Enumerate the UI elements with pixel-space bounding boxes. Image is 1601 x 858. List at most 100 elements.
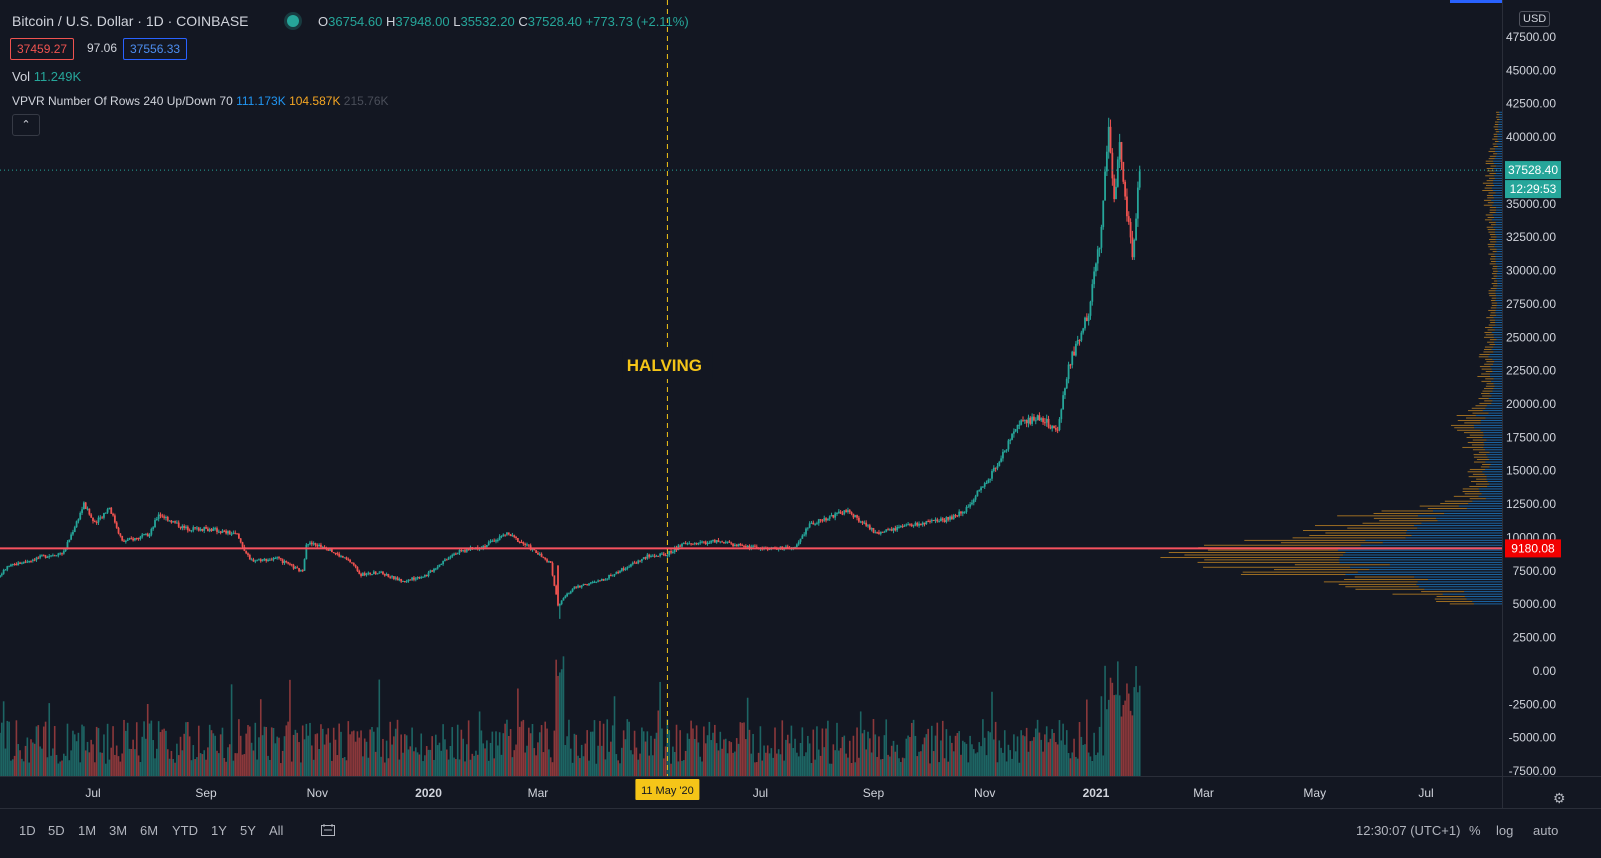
volume-bar (520, 721, 523, 776)
volume-bar (1056, 744, 1059, 776)
gear-icon[interactable]: ⚙ (1553, 790, 1566, 806)
volume-bar (336, 755, 339, 776)
vpvr-down-bar (1486, 168, 1494, 169)
candle-body (190, 530, 193, 532)
vpvr-down-bar (1493, 280, 1498, 282)
timeframe-ytd[interactable]: YTD (172, 823, 198, 838)
volume-bar (227, 747, 229, 776)
volume-bar (298, 742, 300, 776)
clock[interactable]: 12:30:07 (UTC+1) (1356, 823, 1461, 838)
volume-bar (10, 760, 12, 776)
candle-body (549, 561, 552, 563)
candle-body (857, 517, 860, 522)
volume-bar (285, 725, 288, 776)
timeframe-1m[interactable]: 1M (78, 823, 97, 838)
candle-body (292, 565, 295, 569)
candle-body (929, 521, 931, 523)
volume-bar (834, 750, 836, 776)
vpvr-down-bar (1466, 437, 1483, 438)
candle-body (172, 521, 175, 523)
vpvr-down-bar (1489, 155, 1496, 157)
auto-toggle[interactable]: auto (1533, 823, 1559, 838)
candle-body (1116, 159, 1119, 187)
candle-body (799, 538, 802, 542)
candle-body (1051, 425, 1054, 429)
timeframe-6m[interactable]: 6M (140, 823, 159, 838)
vpvr-up-bar (1424, 588, 1502, 590)
volume-bar (706, 735, 709, 776)
candle-body (1111, 152, 1114, 179)
candle-body (941, 518, 944, 521)
timeframe-3m[interactable]: 3M (109, 823, 128, 838)
vpvr-up-bar (1497, 265, 1502, 267)
candle-body (447, 557, 450, 560)
log-toggle[interactable]: log (1496, 823, 1514, 838)
volume-bar (595, 763, 598, 776)
sell-price-box[interactable]: 37459.27 (10, 38, 75, 60)
buy-price-box[interactable]: 37556.33 (123, 38, 188, 60)
candle-body (356, 566, 359, 571)
candle-body (203, 527, 206, 531)
volume-bar (652, 755, 654, 776)
vpvr-up-bar (1495, 221, 1502, 223)
symbol-title[interactable]: Bitcoin / U.S. Dollar · 1D · COINBASE (12, 13, 249, 29)
volume-bar (382, 738, 384, 776)
candle-body (179, 526, 182, 529)
vpvr-down-bar (1485, 163, 1494, 164)
vpvr-down-bar (1477, 376, 1491, 377)
y-tick-label: 47500.00 (1506, 30, 1556, 44)
timeframe-1d[interactable]: 1D (19, 823, 36, 838)
vpvr-up-bar (1466, 598, 1502, 600)
timeframe-all[interactable]: All (269, 823, 284, 838)
volume-bar (668, 730, 671, 776)
symbol-name: Bitcoin / U.S. Dollar · 1D · COINBASE (12, 13, 249, 29)
candle-body (686, 543, 689, 545)
collapse-legend-button[interactable]: ⌃ (12, 114, 40, 136)
candle-body (157, 514, 160, 519)
vpvr-down-bar (1484, 346, 1494, 348)
vpvr-down-bar (1482, 390, 1493, 392)
vpvr-up-bar (1485, 461, 1502, 463)
candle-body (413, 577, 415, 580)
percent-toggle[interactable]: % (1469, 823, 1481, 838)
candle-body (146, 533, 149, 537)
volume-bar (400, 734, 402, 776)
halving-label: HALVING (627, 356, 702, 375)
timeframe-5d[interactable]: 5D (48, 823, 65, 838)
calendar-range-icon[interactable] (321, 824, 335, 836)
volume-bar (673, 751, 676, 776)
candle-body (586, 584, 589, 586)
volume-bar (792, 748, 795, 776)
volume-bar (883, 735, 886, 776)
vpvr-up-bar (1486, 405, 1502, 407)
vpvr-up-bar (1473, 424, 1502, 426)
vpvr-up-bar (1497, 133, 1502, 135)
vpvr-legend[interactable]: VPVR Number Of Rows 240 Up/Down 70 111.1… (12, 94, 389, 108)
vpvr-down-bar (1484, 400, 1493, 402)
volume-bar (491, 731, 494, 776)
vpvr-down-bar (1496, 119, 1500, 120)
volume-bar (785, 739, 787, 776)
timeframe-5y[interactable]: 5Y (240, 823, 256, 838)
candle-body (73, 527, 76, 532)
candle-body (850, 512, 853, 514)
volume-bar (697, 742, 700, 776)
candle-body (566, 593, 569, 597)
halving-date-label: 11 May '20 (641, 785, 694, 797)
vpvr-down-bar (1347, 527, 1418, 529)
timeframe-1y[interactable]: 1Y (211, 823, 227, 838)
candle-body (148, 534, 151, 537)
volume-bar (810, 763, 813, 776)
candle-body (890, 529, 893, 531)
currency-label[interactable]: USD (1519, 11, 1551, 27)
candle-body (504, 534, 507, 536)
volume-bar (312, 759, 315, 776)
volume-bar (300, 762, 302, 776)
volume-bar (168, 758, 171, 776)
candle-body (422, 576, 424, 578)
volume-legend[interactable]: Vol 11.249K (12, 69, 81, 84)
vpvr-down-bar (1476, 459, 1490, 460)
volume-bar (978, 742, 981, 776)
volume-bar (746, 697, 749, 776)
